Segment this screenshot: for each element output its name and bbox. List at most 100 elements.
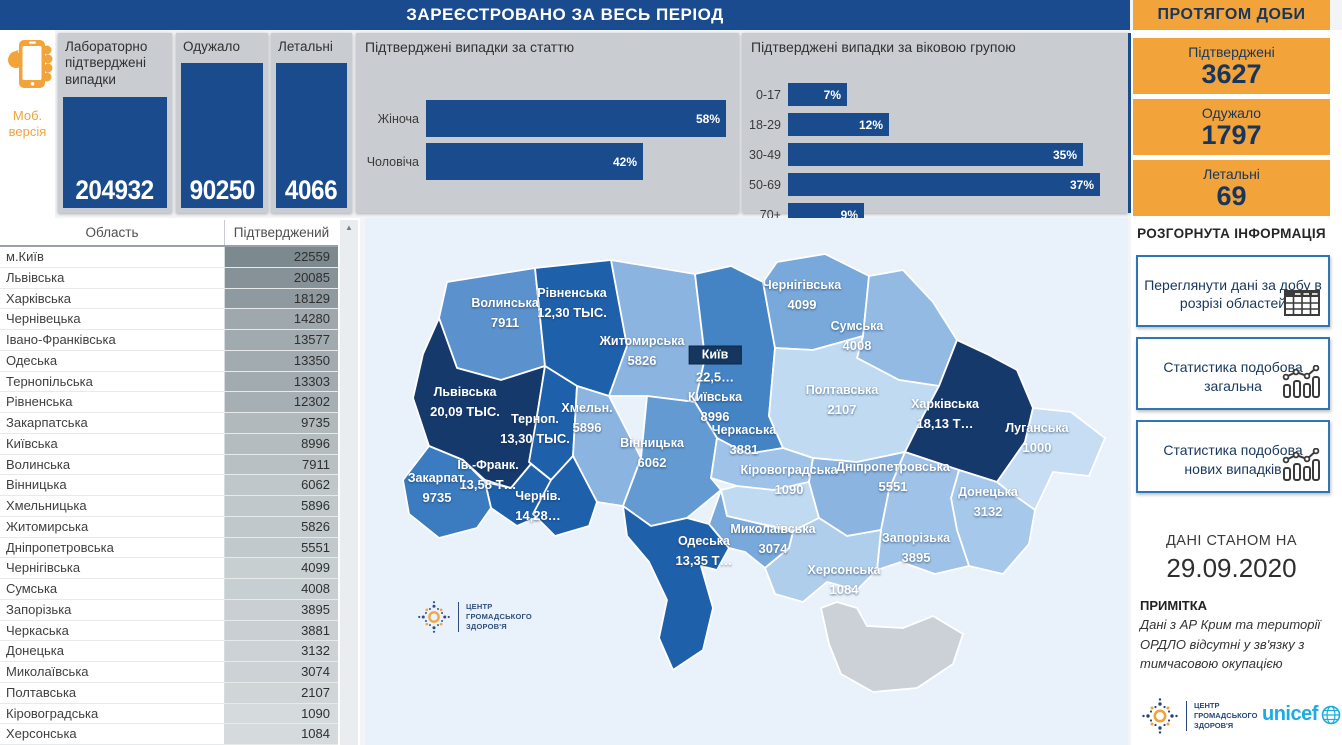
table-icon xyxy=(1284,289,1320,320)
table-row[interactable]: Миколаївська 3074 xyxy=(0,662,338,683)
region-table-header: Область Підтверджений xyxy=(0,220,338,247)
region-zaporizhzhia[interactable] xyxy=(876,451,970,575)
mobile-phone-icon[interactable] xyxy=(7,38,53,105)
button-daily-by-region[interactable]: Переглянути дані за добу в розрізі облас… xyxy=(1136,255,1330,327)
region-name-cell: Донецька xyxy=(0,641,225,661)
confirmed-value-cell: 12302 xyxy=(225,392,338,412)
region-kherson[interactable] xyxy=(764,517,882,603)
confirmed-value-cell: 13577 xyxy=(225,330,338,350)
header-bar: ЗАРЕЄСТРОВАНО ЗА ВЕСЬ ПЕРІОД xyxy=(0,0,1130,30)
table-row[interactable]: Харківська 18129 xyxy=(0,288,338,310)
confirmed-value-cell: 7911 xyxy=(225,454,338,475)
table-row[interactable]: м.Київ 22559 xyxy=(0,247,338,268)
table-row[interactable]: Кіровоградська 1090 xyxy=(0,703,338,725)
column-header-confirmed[interactable]: Підтверджений xyxy=(233,225,330,240)
table-row[interactable]: Івано-Франківська 13577 xyxy=(0,330,338,351)
confirmed-value-cell: 4099 xyxy=(225,558,338,578)
region-zhytomyr[interactable] xyxy=(608,259,706,403)
region-name-cell: Кіровоградська xyxy=(0,703,225,724)
region-name-cell: Рівненська xyxy=(0,392,225,412)
table-row[interactable]: Херсонська 1084 xyxy=(0,724,338,745)
scroll-up-icon[interactable]: ▲ xyxy=(345,223,353,232)
table-row[interactable]: Вінницька 6062 xyxy=(0,475,338,496)
button-daily-stats-new-label: Статистика подобова нових випадків xyxy=(1163,442,1303,477)
bar-row: 18-29 12% xyxy=(742,113,1128,136)
button-daily-by-region-label: Переглянути дані за добу в розрізі облас… xyxy=(1144,276,1322,311)
region-name-cell: Хмельницька xyxy=(0,496,225,516)
phc-logo: ЦЕНТР ГРОМАДСЬКОГО ЗДОРОВ'Я xyxy=(1141,697,1257,735)
table-row[interactable]: Одеська 13350 xyxy=(0,350,338,372)
confirmed-value-cell: 2107 xyxy=(225,682,338,703)
table-row[interactable]: Житомирська 5826 xyxy=(0,516,338,538)
region-name-cell: Херсонська xyxy=(0,724,225,744)
recovered-label: Одужало xyxy=(183,39,241,54)
table-row[interactable]: Полтавська 2107 xyxy=(0,682,338,704)
deaths-label: Летальні xyxy=(278,39,333,54)
bar-category-label: 18-29 xyxy=(749,117,781,132)
recovered-tile[interactable]: 90250 xyxy=(181,63,263,208)
ukraine-map: Волинська 7911 Рівненська 12,30 ТЫС. Житомир… xyxy=(365,218,1128,745)
table-row[interactable]: Львівська 20085 xyxy=(0,267,338,289)
bar-row: 30-49 35% xyxy=(742,143,1128,166)
button-daily-stats-new[interactable]: Статистика подобова нових випадків xyxy=(1136,420,1330,493)
region-crimea xyxy=(820,601,964,693)
bar-category-label: 0-17 xyxy=(755,87,781,102)
region-zakarpattia[interactable] xyxy=(402,445,492,539)
table-row[interactable]: Сумська 4008 xyxy=(0,579,338,600)
region-chernihiv[interactable] xyxy=(762,253,870,351)
daily-deaths-card[interactable]: Летальні 69 xyxy=(1133,160,1330,216)
bar[interactable]: 37% xyxy=(788,173,1100,196)
bar-row: Чоловіча 42% xyxy=(356,143,739,180)
table-row[interactable]: Тернопільська 13303 xyxy=(0,371,338,393)
table-row[interactable]: Хмельницька 5896 xyxy=(0,496,338,517)
table-scrollbar[interactable]: ▲ ▼ xyxy=(340,220,358,745)
region-odesa[interactable] xyxy=(622,505,730,671)
table-row[interactable]: Запорізька 3895 xyxy=(0,599,338,621)
bar[interactable]: 42% xyxy=(426,143,643,180)
bar-category-label: 30-49 xyxy=(749,147,781,162)
bar-row: 0-17 7% xyxy=(742,83,1128,106)
phc-logo-text: ЦЕНТР ГРОМАДСЬКОГО ЗДОРОВ'Я xyxy=(1186,700,1257,732)
bar-category-label: 50-69 xyxy=(749,177,781,192)
age-chart-title: Підтверджені випадки за віковою групою xyxy=(751,39,1016,55)
table-row[interactable]: Дніпропетровська 5551 xyxy=(0,537,338,559)
column-header-region[interactable]: Область xyxy=(0,220,225,245)
table-row[interactable]: Волинська 7911 xyxy=(0,454,338,476)
table-row[interactable]: Закарпатська 9735 xyxy=(0,413,338,434)
table-row[interactable]: Черкаська 3881 xyxy=(0,620,338,642)
map-watermark-phc-logo: ЦЕНТР ГРОМАДСЬКОГО ЗДОРОВ'Я xyxy=(417,600,532,634)
deaths-tile[interactable]: 4066 xyxy=(276,63,347,208)
note-heading: ПРИМІТКА xyxy=(1140,598,1208,613)
lab-confirmed-tile[interactable]: 204932 xyxy=(63,97,167,208)
panel-lab-confirmed: Лабораторно підтверджені випадки 204932 xyxy=(58,33,172,213)
table-row[interactable]: Київська 8996 xyxy=(0,433,338,455)
lab-confirmed-label: Лабораторно підтверджені випадки xyxy=(65,39,148,87)
region-table: Область Підтверджений м.Київ 22559 Львівсь… xyxy=(0,218,360,745)
bar-value-label: 35% xyxy=(1052,147,1077,162)
bar-value-label: 12% xyxy=(858,117,883,132)
region-chernivtsi[interactable] xyxy=(532,455,598,537)
table-row[interactable]: Чернігівська 4099 xyxy=(0,558,338,579)
bar-value-label: 58% xyxy=(695,111,720,126)
region-luhansk[interactable] xyxy=(996,407,1106,511)
note-text: Дані з АР Крим та території ОРДЛО відсут… xyxy=(1140,617,1321,671)
bar[interactable]: 7% xyxy=(788,83,847,106)
daily-confirmed-card[interactable]: Підтверджені 3627 xyxy=(1133,38,1330,94)
region-name-cell: Запорізька xyxy=(0,599,225,620)
bar-category-label: Жіноча xyxy=(377,111,419,126)
button-daily-stats-total[interactable]: Статистика подобова загальна xyxy=(1136,337,1330,410)
table-row[interactable]: Донецька 3132 xyxy=(0,641,338,662)
mobile-version-link[interactable]: Моб. версія xyxy=(8,108,47,140)
table-row[interactable]: Рівненська 12302 xyxy=(0,392,338,413)
age-chart-panel: Підтверджені випадки за віковою групою 0… xyxy=(742,33,1128,226)
region-name-cell: Одеська xyxy=(0,350,225,371)
bar[interactable]: 58% xyxy=(426,100,726,137)
bar[interactable]: 12% xyxy=(788,113,889,136)
daily-deaths-value: 69 xyxy=(1216,181,1247,211)
region-name-cell: Волинська xyxy=(0,454,225,475)
daily-recovered-card[interactable]: Одужало 1797 xyxy=(1133,99,1330,155)
confirmed-value-cell: 18129 xyxy=(225,288,338,309)
table-row[interactable]: Чернівецька 14280 xyxy=(0,309,338,330)
bar[interactable]: 35% xyxy=(788,143,1083,166)
bar-row: 50-69 37% xyxy=(742,173,1128,196)
